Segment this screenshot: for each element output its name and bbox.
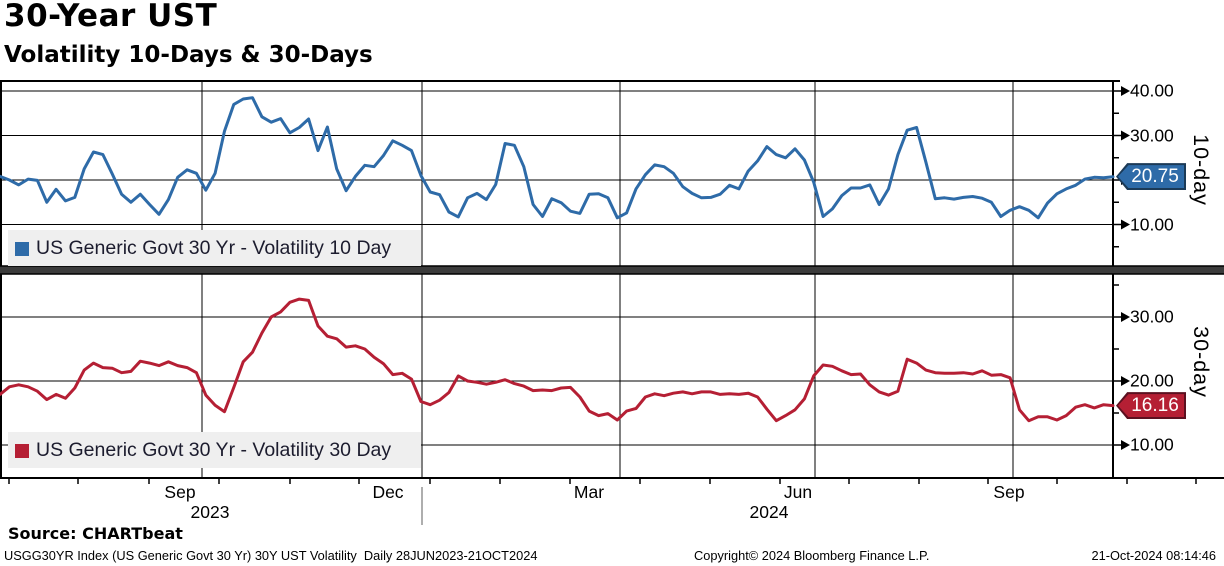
axis-label-30day: 30-day — [1189, 326, 1213, 398]
last-value-badge-30day: 16.16 — [1116, 392, 1186, 420]
legend-10day-label: US Generic Govt 30 Yr - Volatility 10 Da… — [36, 236, 392, 259]
copyright-text: Copyright© 2024 Bloomberg Finance L.P. — [694, 548, 930, 563]
legend-30day: US Generic Govt 30 Yr - Volatility 30 Da… — [8, 432, 421, 468]
timestamp-text: 21-Oct-2024 08:14:46 — [1091, 548, 1216, 563]
ytick-10day-30: 30.00 — [1130, 125, 1174, 145]
page-title: 30-Year UST — [4, 0, 218, 34]
volatility-30day-line — [0, 297, 1115, 423]
volatility-10day-line — [0, 96, 1115, 220]
ticker-description: USGG30YR Index (US Generic Govt 30 Yr) 3… — [4, 548, 538, 563]
last-value-30day: 16.16 — [1118, 394, 1184, 418]
xtick-month-mar: Mar — [573, 482, 605, 502]
xtick-year-2024: 2024 — [749, 502, 789, 522]
page-subtitle: Volatility 10-Days & 30-Days — [4, 42, 373, 68]
ytick-10day-10: 10.00 — [1130, 214, 1174, 234]
legend-10day: US Generic Govt 30 Yr - Volatility 10 Da… — [8, 230, 421, 266]
panel-separator — [0, 266, 1224, 274]
xtick-month-jun: Jun — [783, 482, 813, 502]
xtick-year-2023: 2023 — [190, 502, 230, 522]
ytick-30day-30: 30.00 — [1130, 306, 1174, 327]
ytick-10day-40: 40.00 — [1130, 80, 1174, 101]
ytick-30day-10: 10.00 — [1130, 434, 1174, 455]
last-value-badge-10day: 20.75 — [1116, 163, 1186, 191]
chart-canvas — [0, 80, 1224, 525]
axis-label-10day: 10-day — [1189, 134, 1213, 206]
legend-swatch-blue — [15, 241, 29, 256]
legend-30day-label: US Generic Govt 30 Yr - Volatility 30 Da… — [36, 438, 392, 461]
source-label: Source: CHARTbeat — [8, 524, 183, 543]
xtick-month-sep: Sep — [164, 482, 196, 502]
xtick-month-sep: Sep — [993, 482, 1025, 502]
legend-swatch-red — [15, 443, 29, 458]
xtick-month-dec: Dec — [372, 482, 404, 502]
last-value-10day: 20.75 — [1118, 165, 1184, 189]
ytick-30day-20: 20.00 — [1130, 370, 1174, 391]
